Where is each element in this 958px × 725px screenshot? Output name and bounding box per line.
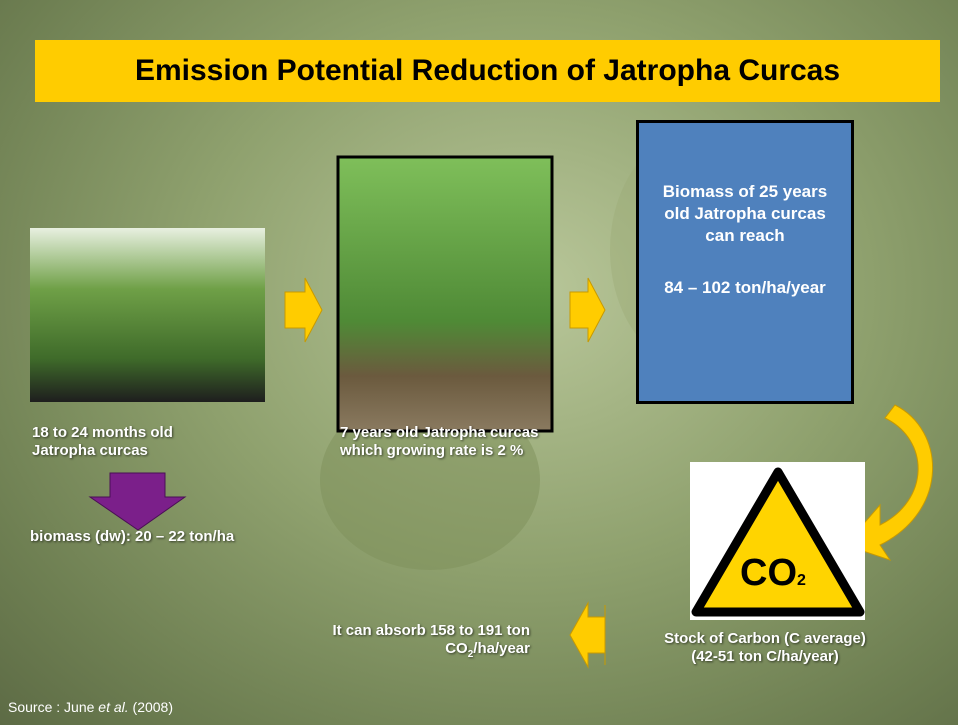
co2-main: CO bbox=[445, 640, 468, 657]
slide: Emission Potential Reduction of Jatropha… bbox=[0, 0, 958, 725]
unit: /ha/year bbox=[473, 640, 530, 657]
arrow-right bbox=[285, 278, 322, 342]
box-line: old Jatropha curcas bbox=[639, 203, 851, 225]
source: Source : June et al. (2008) bbox=[8, 699, 173, 715]
photo-tree bbox=[338, 157, 552, 431]
stage2-caption: 7 years old Jatropha curcas which growin… bbox=[340, 424, 538, 460]
carbon-caption: Stock of Carbon (C average) (42-51 ton C… bbox=[630, 630, 900, 666]
co2-icon-text: CO2 bbox=[740, 552, 806, 595]
box-amount: 84 – 102 ton/ha/year bbox=[639, 277, 851, 299]
biomass: biomass (dw): 20 – 22 ton/ha bbox=[30, 528, 234, 546]
absorb-caption: It can absorb 158 to 191 ton CO2/ha/year bbox=[230, 622, 530, 664]
caption-line: CO2/ha/year bbox=[230, 640, 530, 664]
stage1-caption: 18 to 24 months old Jatropha curcas bbox=[32, 424, 173, 460]
source-text: Source : June bbox=[8, 699, 98, 715]
photo-seedlings bbox=[30, 228, 265, 402]
caption-line: which growing rate is 2 % bbox=[340, 442, 538, 460]
page: Emission Potential Reduction of Jatropha… bbox=[0, 0, 958, 725]
arrow-right bbox=[570, 278, 605, 342]
caption-line: Stock of Carbon (C average) bbox=[630, 630, 900, 648]
box-line: can reach bbox=[639, 225, 851, 247]
caption-line: It can absorb 158 to 191 ton bbox=[230, 622, 530, 640]
title: Emission Potential Reduction of Jatropha… bbox=[135, 54, 840, 88]
caption-line: 7 years old Jatropha curcas bbox=[340, 424, 538, 442]
box-line: Biomass of 25 years bbox=[639, 181, 851, 203]
arrow-left bbox=[570, 603, 605, 667]
caption-line: Jatropha curcas bbox=[32, 442, 173, 460]
co2-main: CO bbox=[740, 552, 797, 594]
co2-sub: 2 bbox=[797, 572, 806, 589]
title-bar: Emission Potential Reduction of Jatropha… bbox=[35, 40, 940, 102]
source-italic: et al. bbox=[98, 699, 128, 715]
stage3-box: Biomass of 25 years old Jatropha curcas … bbox=[636, 120, 854, 404]
caption-line: (42-51 ton C/ha/year) bbox=[630, 648, 900, 666]
caption-line: 18 to 24 months old bbox=[32, 424, 173, 442]
source-year: (2008) bbox=[129, 699, 173, 715]
arrow-down bbox=[90, 473, 185, 530]
